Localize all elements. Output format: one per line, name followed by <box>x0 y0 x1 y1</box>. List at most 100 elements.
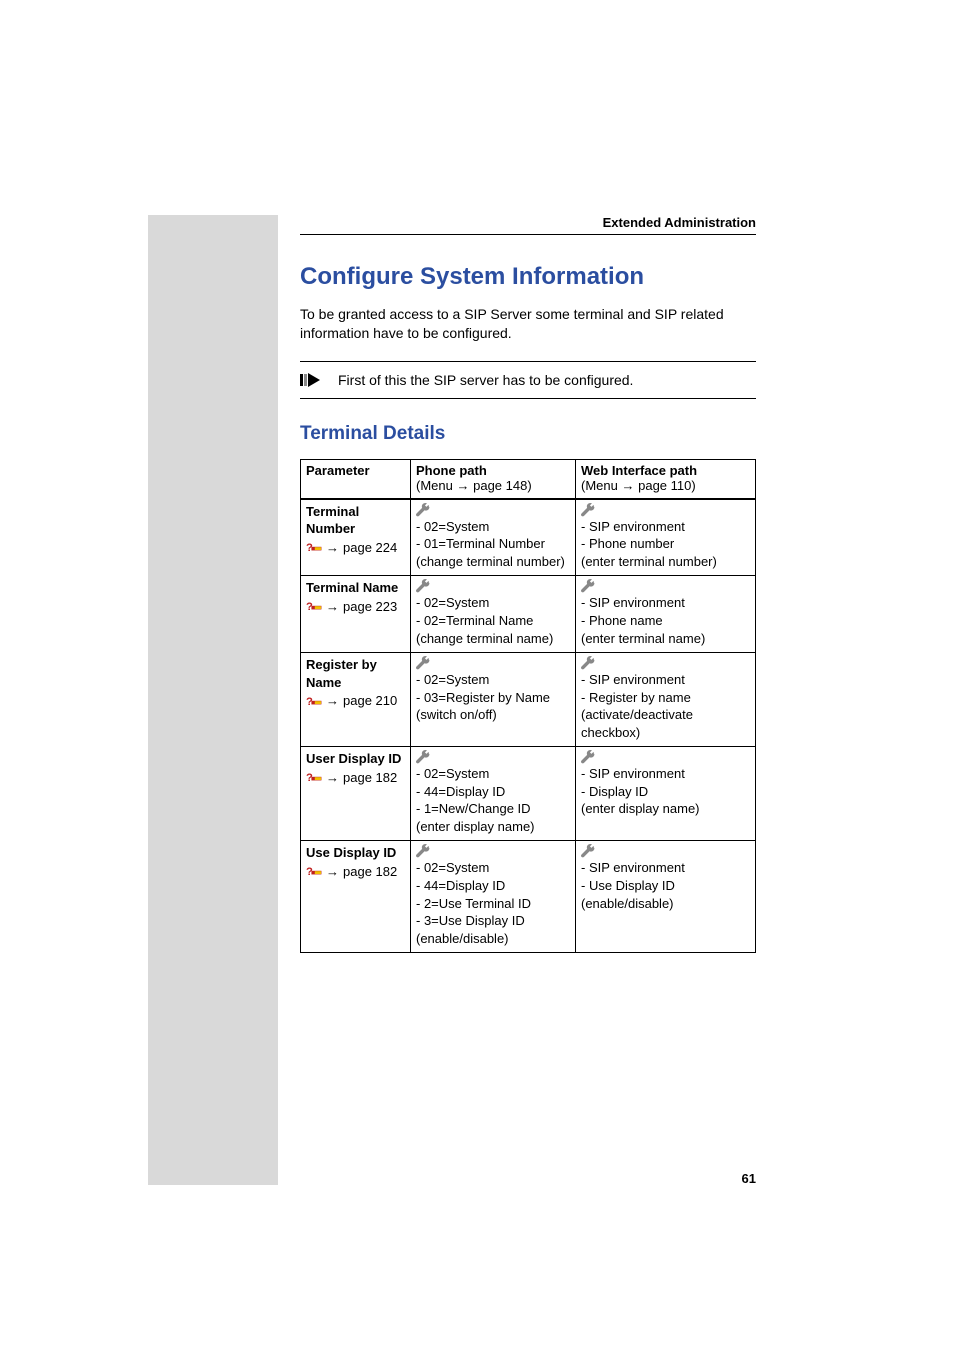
arrow-icon: → <box>326 770 339 785</box>
arrow-icon: → <box>326 864 339 879</box>
path-line: - Register by name <box>581 689 750 707</box>
step-block: First of this the SIP server has to be c… <box>300 361 756 399</box>
running-header: Extended Administration <box>300 215 756 235</box>
path-line: - 44=Display ID <box>416 877 570 895</box>
cell-phone-path: - 02=System- 01=Terminal Number(change t… <box>411 499 576 576</box>
reference-icon: ? <box>306 694 322 708</box>
path-line: (change terminal number) <box>416 553 570 571</box>
cell-parameter: Terminal Number ?→page 224 <box>301 499 411 576</box>
parameter-name: Terminal Name <box>306 579 405 597</box>
step-text: First of this the SIP server has to be c… <box>338 372 633 388</box>
path-line: - Display ID <box>581 783 750 801</box>
path-line: - 02=Terminal Name <box>416 612 570 630</box>
cell-parameter: Terminal Name? → page 223 <box>301 576 411 653</box>
page-ref-text: page 182 <box>343 770 397 785</box>
path-line: (enable/disable) <box>416 930 570 948</box>
th-phone: Phone path (Menu → page 148) <box>411 459 576 499</box>
section-title: Terminal Details <box>300 423 756 445</box>
wrench-icon <box>581 503 750 517</box>
wrench-icon <box>416 844 570 858</box>
path-line: - 02=System <box>416 518 570 536</box>
parameter-name: Register by Name <box>306 656 405 691</box>
cell-parameter: Register by Name? → page 210 <box>301 653 411 747</box>
page-reference[interactable]: ? → page 210 <box>306 693 405 708</box>
reference-icon: ? <box>306 540 322 554</box>
path-line: - Phone name <box>581 612 750 630</box>
cell-parameter: Use Display ID? → page 182 <box>301 841 411 953</box>
page-reference[interactable]: ?→page 224 <box>306 540 405 555</box>
path-line: (switch on/off) <box>416 706 570 724</box>
path-line: (enter display name) <box>581 800 750 818</box>
path-line: - 03=Register by Name <box>416 689 570 707</box>
reference-icon: ? <box>306 599 322 613</box>
page-ref-text: page 182 <box>343 864 397 879</box>
page-reference[interactable]: ? → page 182 <box>306 770 405 785</box>
cell-phone-path: - 02=System- 03=Register by Name(switch … <box>411 653 576 747</box>
page-number: 61 <box>742 1171 756 1186</box>
table-row: User Display ID? → page 182 - 02=System- 44… <box>301 747 756 841</box>
wrench-icon <box>581 750 750 764</box>
step-arrow-icon <box>300 372 328 388</box>
main-title: Configure System Information <box>300 263 756 291</box>
path-line: (change terminal name) <box>416 630 570 648</box>
page-content: Extended Administration Configure System… <box>300 215 756 953</box>
path-line: - SIP environment <box>581 594 750 612</box>
table-row: Terminal Number ?→page 224 - 02=System- 01… <box>301 499 756 576</box>
wrench-icon <box>416 750 570 764</box>
path-line: - SIP environment <box>581 765 750 783</box>
page-reference[interactable]: ? → page 182 <box>306 864 405 879</box>
parameter-table: Parameter Phone path (Menu → page 148) W… <box>300 459 756 953</box>
page-ref-text: page 210 <box>343 693 397 708</box>
wrench-icon <box>581 844 750 858</box>
path-line: - SIP environment <box>581 859 750 877</box>
th-parameter: Parameter <box>301 459 411 499</box>
path-line: - 02=System <box>416 859 570 877</box>
wrench-icon <box>416 579 570 593</box>
path-line: - 2=Use Terminal ID <box>416 895 570 913</box>
path-line: - 1=New/Change ID <box>416 800 570 818</box>
page-ref-text: page 223 <box>343 599 397 614</box>
th-web: Web Interface path (Menu → page 110) <box>576 459 756 499</box>
path-line: - 02=System <box>416 765 570 783</box>
th-phone-label: Phone path <box>416 463 487 478</box>
arrow-icon: → <box>326 599 339 614</box>
path-line: (enter terminal name) <box>581 630 750 648</box>
path-line: - SIP environment <box>581 518 750 536</box>
table-header-row: Parameter Phone path (Menu → page 148) W… <box>301 459 756 499</box>
path-line: (enter terminal number) <box>581 553 750 571</box>
reference-icon: ? <box>306 770 322 784</box>
cell-phone-path: - 02=System- 44=Display ID- 2=Use Termin… <box>411 841 576 953</box>
path-line: - Use Display ID <box>581 877 750 895</box>
path-line: - 02=System <box>416 671 570 689</box>
parameter-name: User Display ID <box>306 750 405 768</box>
path-line: - 3=Use Display ID <box>416 912 570 930</box>
path-line: - 01=Terminal Number <box>416 535 570 553</box>
intro-paragraph: To be granted access to a SIP Server som… <box>300 305 756 343</box>
cell-web-path: - SIP environment- Register by name(acti… <box>576 653 756 747</box>
table-row: Use Display ID? → page 182 - 02=System- 44=… <box>301 841 756 953</box>
wrench-icon <box>416 503 570 517</box>
cell-web-path: - SIP environment- Phone number(enter te… <box>576 499 756 576</box>
cell-web-path: - SIP environment- Phone name(enter term… <box>576 576 756 653</box>
table-row: Terminal Name? → page 223 - 02=System- 02=T… <box>301 576 756 653</box>
page-reference[interactable]: ? → page 223 <box>306 599 405 614</box>
table-row: Register by Name? → page 210 - 02=System- 0… <box>301 653 756 747</box>
path-line: - 44=Display ID <box>416 783 570 801</box>
arrow-icon: → <box>326 693 339 708</box>
page-ref-text: page 224 <box>343 540 397 555</box>
parameter-name: Use Display ID <box>306 844 405 862</box>
reference-icon: ? <box>306 864 322 878</box>
cell-phone-path: - 02=System- 02=Terminal Name(change ter… <box>411 576 576 653</box>
path-line: (enter display name) <box>416 818 570 836</box>
path-line: - SIP environment <box>581 671 750 689</box>
th-web-label: Web Interface path <box>581 463 697 478</box>
path-line: (enable/disable) <box>581 895 750 913</box>
sidebar-grey-bar <box>148 215 278 1185</box>
th-phone-sub: (Menu → page 148) <box>416 478 532 493</box>
cell-web-path: - SIP environment- Use Display ID(enable… <box>576 841 756 953</box>
cell-phone-path: - 02=System- 44=Display ID- 1=New/Change… <box>411 747 576 841</box>
parameter-name: Terminal Number <box>306 503 405 538</box>
cell-parameter: User Display ID? → page 182 <box>301 747 411 841</box>
path-line: - Phone number <box>581 535 750 553</box>
path-line: (activate/deactivate checkbox) <box>581 706 750 741</box>
